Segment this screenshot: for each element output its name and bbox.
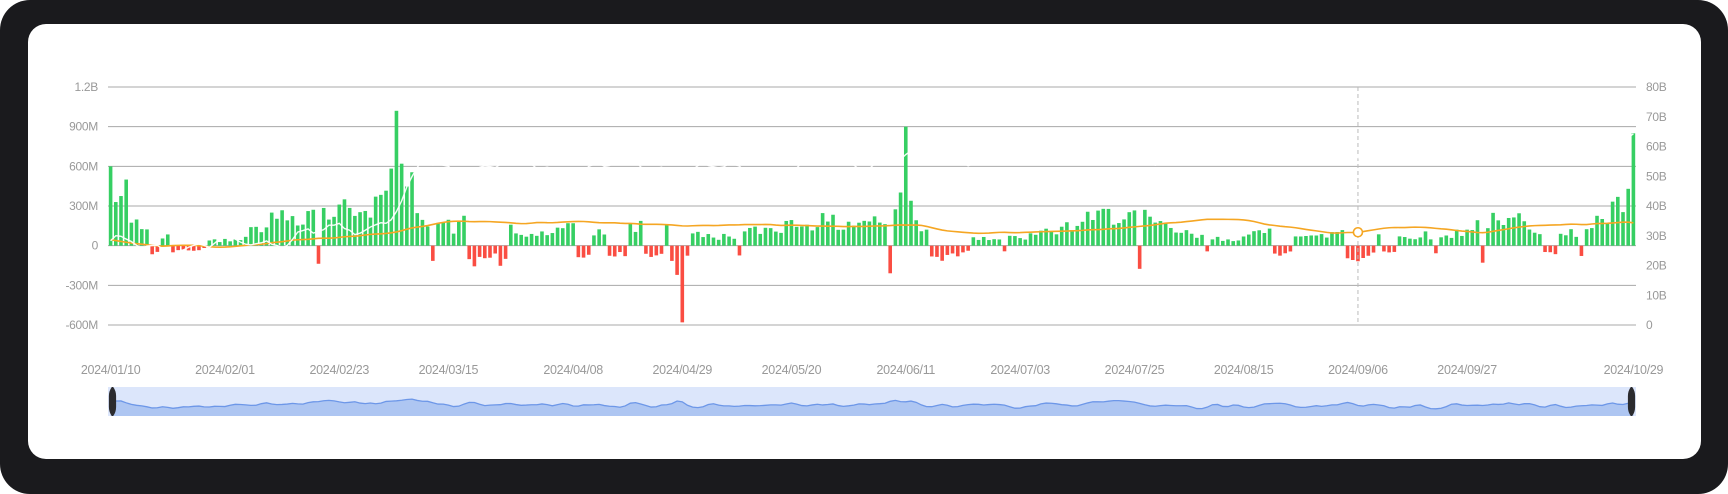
svg-text:80B: 80B (1646, 80, 1667, 94)
svg-text:0: 0 (1646, 318, 1653, 332)
svg-text:2024/07/03: 2024/07/03 (990, 363, 1050, 377)
svg-text:2024/02/01: 2024/02/01 (195, 363, 255, 377)
svg-text:2024/09/27: 2024/09/27 (1437, 363, 1497, 377)
svg-text:70B: 70B (1646, 110, 1667, 124)
svg-text:2024/09/06: 2024/09/06 (1328, 363, 1388, 377)
svg-text:2024/06/11: 2024/06/11 (876, 363, 935, 377)
svg-text:30B: 30B (1646, 229, 1667, 243)
svg-text:2024/04/08: 2024/04/08 (543, 363, 603, 377)
svg-text:600M: 600M (69, 159, 98, 173)
svg-text:-600M: -600M (65, 318, 98, 332)
svg-text:1.2B: 1.2B (75, 80, 99, 94)
svg-text:900M: 900M (69, 120, 98, 134)
svg-text:2024/01/10: 2024/01/10 (81, 363, 141, 377)
svg-text:2024/10/29: 2024/10/29 (1604, 363, 1664, 377)
svg-text:-300M: -300M (65, 278, 98, 292)
svg-text:2024/07/25: 2024/07/25 (1105, 363, 1165, 377)
svg-text:60B: 60B (1646, 140, 1667, 154)
svg-text:2024/05/20: 2024/05/20 (762, 363, 822, 377)
svg-text:300M: 300M (69, 199, 98, 213)
svg-text:10B: 10B (1646, 288, 1667, 302)
svg-text:40B: 40B (1646, 199, 1667, 213)
svg-text:0: 0 (92, 239, 99, 253)
svg-text:50B: 50B (1646, 169, 1667, 183)
svg-text:2024/08/15: 2024/08/15 (1214, 363, 1274, 377)
svg-text:2024/02/23: 2024/02/23 (309, 363, 369, 377)
svg-text:20B: 20B (1646, 259, 1667, 273)
svg-text:2024/03/15: 2024/03/15 (419, 363, 479, 377)
svg-text:2024/04/29: 2024/04/29 (653, 363, 713, 377)
